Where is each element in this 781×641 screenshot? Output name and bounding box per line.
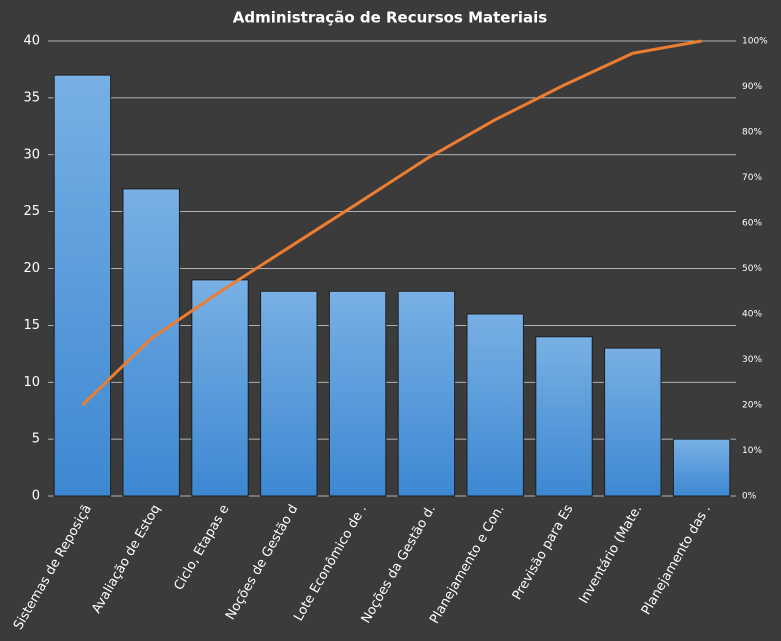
bar (260, 290, 318, 497)
y2-tick-label: 40% (742, 310, 762, 320)
y-tick-label: 35 (23, 90, 40, 105)
pareto-line (81, 39, 702, 407)
y2-tick-label: 60% (742, 219, 762, 229)
y-tick-label: 5 (32, 432, 40, 447)
y2-tick-label: 100% (742, 37, 768, 47)
y-tick-label: 25 (23, 204, 40, 219)
y2-tick-label: 70% (742, 173, 762, 183)
y2-tick-label: 10% (742, 446, 762, 456)
bar (397, 290, 456, 497)
bar (466, 313, 524, 497)
y2-tick-label: 0% (742, 492, 757, 502)
y2-tick-label: 30% (742, 355, 762, 365)
bar (672, 438, 731, 497)
y2-tick-label: 80% (742, 128, 762, 138)
bar (191, 279, 249, 497)
y-tick-label: 20 (23, 261, 40, 276)
y2-tick-label: 20% (742, 401, 762, 411)
y2-tick-label: 90% (742, 82, 762, 92)
y-tick-label: 10 (23, 375, 40, 390)
y2-tick-label: 50% (742, 264, 762, 274)
bar (53, 74, 112, 497)
y-tick-label: 15 (23, 318, 40, 333)
y-tick-label: 0 (32, 489, 40, 504)
bar (604, 347, 662, 497)
bar (122, 188, 180, 497)
chart-title: Administração de Recursos Materiais (233, 9, 548, 27)
y-tick-label: 40 (23, 34, 40, 49)
bar (535, 336, 593, 497)
bar (328, 290, 387, 497)
y-tick-label: 30 (23, 147, 40, 162)
